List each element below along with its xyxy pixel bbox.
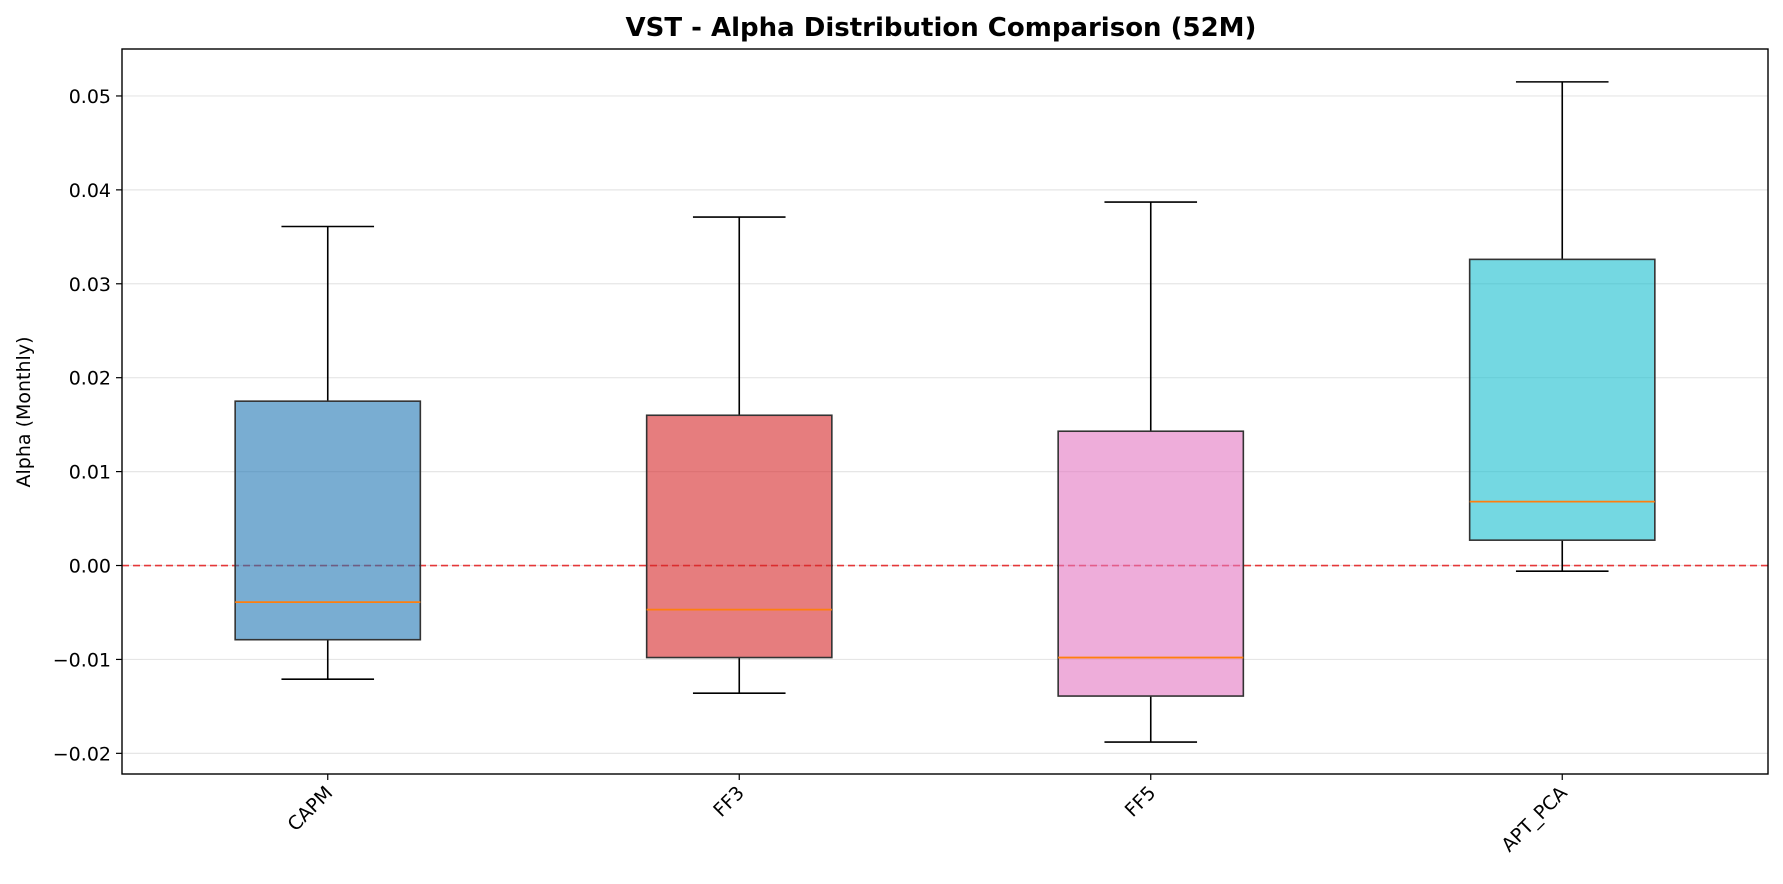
box-rect-apt-pca <box>1468 258 1656 541</box>
x-tick-label-ff5: FF5 <box>1121 782 1161 822</box>
box-rect-capm <box>234 400 422 641</box>
y-tick-label-0: −0.02 <box>53 743 111 765</box>
y-tick-label-3: 0.01 <box>69 462 111 484</box>
x-tick-label-ff3: FF3 <box>709 782 749 822</box>
chart-title: VST - Alpha Distribution Comparison (52M… <box>626 13 1257 43</box>
box-rect-ff3 <box>645 414 833 659</box>
box-capm <box>234 225 422 680</box>
y-tick-label-2: 0.00 <box>69 556 111 578</box>
box-rect-ff5 <box>1057 430 1245 697</box>
plot-frame <box>121 48 1769 775</box>
box-plots <box>234 81 1656 743</box>
y-tick-label-6: 0.04 <box>69 180 111 202</box>
y-tick-label-7: 0.05 <box>69 86 111 108</box>
y-axis-label: Alpha (Monthly) <box>13 337 35 488</box>
box-ff3 <box>645 216 833 695</box>
y-tick-label-4: 0.02 <box>69 368 111 390</box>
x-tick-label-capm: CAPM <box>283 782 337 836</box>
box-ff5 <box>1057 201 1245 743</box>
y-tick-label-1: −0.01 <box>53 649 111 671</box>
y-tick-label-5: 0.03 <box>69 274 111 296</box>
x-tick-label-apt-pca: APT_PCA <box>1497 782 1571 856</box>
box-apt-pca <box>1468 81 1656 572</box>
